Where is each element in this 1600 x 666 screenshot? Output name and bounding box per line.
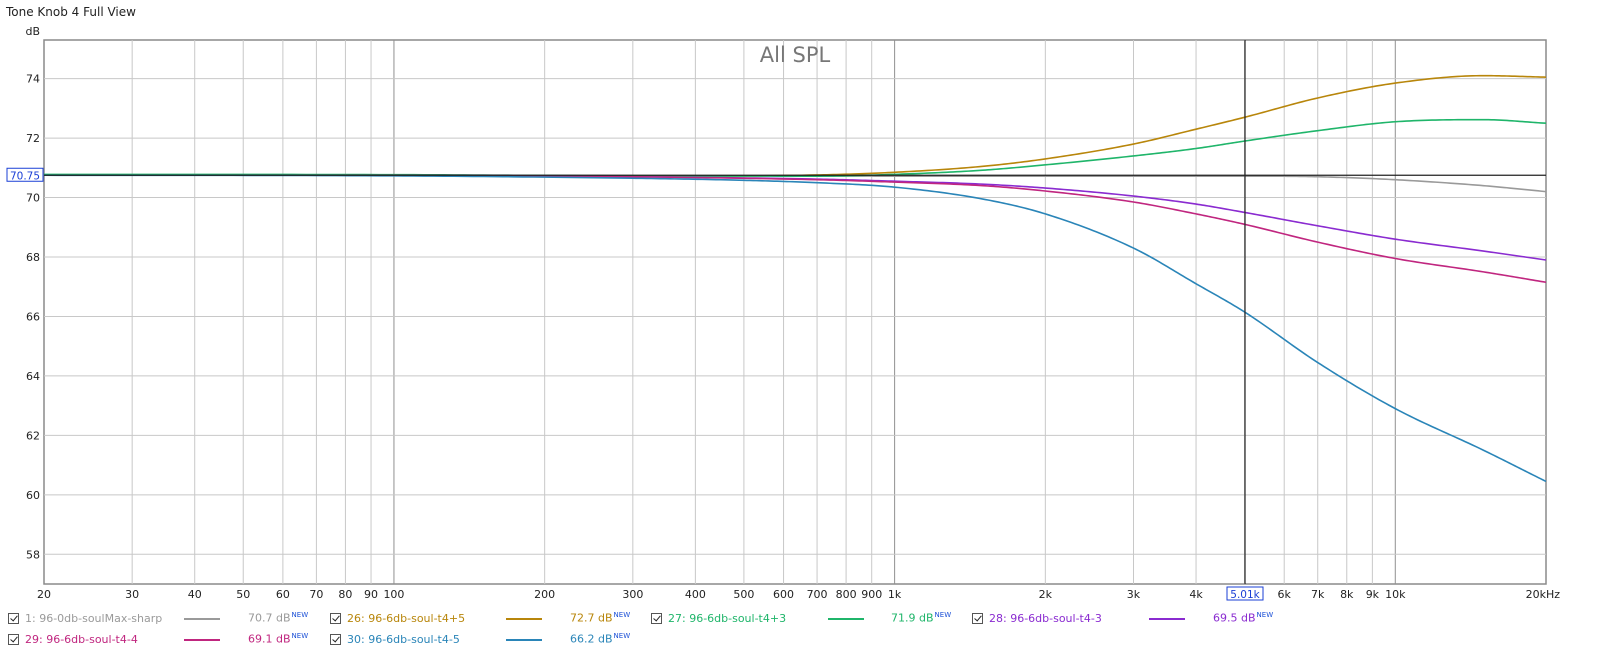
new-tag-29: NEW — [291, 632, 309, 640]
x-tick-label: 300 — [622, 588, 643, 601]
y-tick-label: 66 — [26, 310, 40, 323]
legend-swatch-29 — [184, 639, 220, 641]
x-tick-label: 30 — [125, 588, 139, 601]
x-tick-label: 900 — [861, 588, 882, 601]
legend-value-30: 66.2 dBNEW — [570, 632, 630, 646]
legend-value-text-30: 66.2 dB — [570, 632, 613, 646]
x-tick-label: 800 — [836, 588, 857, 601]
y-tick-label: 58 — [26, 548, 40, 561]
legend-value-text-28: 69.5 dB — [1213, 611, 1256, 625]
x-tick-label: 90 — [364, 588, 378, 601]
y-tick-label: 62 — [26, 429, 40, 442]
x-tick-label: 60 — [276, 588, 290, 601]
x-tick-label: 70 — [309, 588, 323, 601]
x-tick-label: 4k — [1189, 588, 1203, 601]
legend-swatch-30 — [506, 639, 542, 641]
y-tick-label: 74 — [26, 73, 40, 86]
new-tag-26: NEW — [613, 611, 631, 619]
plot-area — [43, 39, 1547, 585]
x-tick-label: 6k — [1278, 588, 1292, 601]
series-line-5 — [43, 174, 1547, 483]
checkbox-26[interactable] — [330, 612, 341, 624]
axis-layer: 20 30 40 50 60 70 80 90 100 200 300 400 500 600 700 800… — [6, 25, 1561, 601]
legend-label-29: 29: 96-6db-soul-t4-4 — [25, 632, 138, 646]
x-tick-label: 9k — [1366, 588, 1380, 601]
legend-label-1: 1: 96-0db-soulMax-sharp — [25, 611, 163, 625]
legend-value-text-29: 69.1 dB — [248, 632, 291, 646]
y-tick-label: 72 — [26, 132, 40, 145]
legend-value-26: 72.7 dBNEW — [570, 611, 630, 625]
x-tick-label: 600 — [773, 588, 794, 601]
y-tick-label: 60 — [26, 489, 40, 502]
x-tick-label: 40 — [188, 588, 202, 601]
checkbox-27[interactable] — [651, 612, 662, 624]
series-line-2 — [43, 118, 1547, 177]
legend-value-text-1: 70.7 dB — [248, 611, 291, 625]
x-tick-label: 100 — [383, 588, 404, 601]
x-tick-label: 8k — [1340, 588, 1354, 601]
checkbox-29[interactable] — [8, 633, 19, 645]
legend-value-1: 70.7 dBNEW — [248, 611, 308, 625]
y-axis-label: dB — [25, 25, 40, 38]
x-tick-label: 500 — [733, 588, 754, 601]
y-tick-label: 70 — [26, 192, 40, 205]
grid-layer — [43, 39, 1547, 585]
cursor-x-box — [1226, 586, 1264, 601]
series-layer — [43, 74, 1547, 483]
legend-item-27[interactable]: 27: 96-6db-soul-t4+3 — [651, 610, 786, 626]
legend-swatch-1 — [184, 618, 220, 620]
legend-label-26: 26: 96-6db-soul-t4+5 — [347, 611, 466, 625]
new-tag-30: NEW — [613, 632, 631, 640]
x-tick-label: 200 — [534, 588, 555, 601]
legend-item-26[interactable]: 26: 96-6db-soul-t4+5 — [330, 610, 465, 626]
legend-label-28: 28: 96-6db-soul-t4-3 — [989, 611, 1102, 625]
legend-item-30[interactable]: 30: 96-6db-soul-t4-5 — [330, 631, 460, 647]
checkbox-30[interactable] — [330, 633, 341, 645]
x-tick-label: 3k — [1127, 588, 1141, 601]
x-tick-label: 10k — [1385, 588, 1406, 601]
x-tick-label: 400 — [685, 588, 706, 601]
series-line-4 — [44, 174, 1547, 284]
y-tick-label: 68 — [26, 251, 40, 264]
legend-value-27: 71.9 dBNEW — [891, 611, 951, 625]
legend-swatch-27 — [828, 618, 864, 620]
legend-item-28[interactable]: 28: 96-6db-soul-t4-3 — [972, 610, 1102, 626]
checkbox-1[interactable] — [8, 612, 19, 624]
legend-item-1[interactable]: 1: 96-0db-soulMax-sharp — [8, 610, 162, 626]
legend-value-28: 69.5 dBNEW — [1213, 611, 1273, 625]
y-tick-label: 64 — [26, 370, 40, 383]
x-tick-label: 80 — [338, 588, 352, 601]
legend-item-29[interactable]: 29: 96-6db-soul-t4-4 — [8, 631, 138, 647]
legend-value-text-26: 72.7 dB — [570, 611, 613, 625]
legend-swatch-28 — [1149, 618, 1185, 620]
x-tick-label: 1k — [888, 588, 902, 601]
x-tick-label: 700 — [807, 588, 828, 601]
spl-chart[interactable]: 20 30 40 50 60 70 80 90 100 200 300 400 500 600 700 800… — [0, 0, 1600, 612]
checkbox-28[interactable] — [972, 612, 983, 624]
new-tag-27: NEW — [934, 611, 952, 619]
new-tag-28: NEW — [1256, 611, 1274, 619]
window-title: Tone Knob 4 Full View — [6, 5, 136, 19]
cursor-y-label: 70.75 — [10, 170, 40, 182]
x-tick-label: 50 — [236, 588, 250, 601]
new-tag-1: NEW — [291, 611, 309, 619]
x-tick-label: 20 — [37, 588, 51, 601]
legend: 1: 96-0db-soulMax-sharp 70.7 dBNEW 26: 9… — [0, 610, 1600, 666]
legend-label-27: 27: 96-6db-soul-t4+3 — [668, 611, 787, 625]
cursor-x-label: 5.01k — [1230, 589, 1260, 601]
x-tick-label: 2k — [1039, 588, 1053, 601]
cursor-y-box — [6, 167, 44, 182]
legend-swatch-26 — [506, 618, 542, 620]
legend-value-29: 69.1 dBNEW — [248, 632, 308, 646]
legend-value-text-27: 71.9 dB — [891, 611, 934, 625]
x-tick-label: 7k — [1311, 588, 1325, 601]
legend-label-30: 30: 96-6db-soul-t4-5 — [347, 632, 460, 646]
chart-title: All SPL — [760, 43, 831, 67]
x-tick-label: 20kHz — [1526, 588, 1561, 601]
